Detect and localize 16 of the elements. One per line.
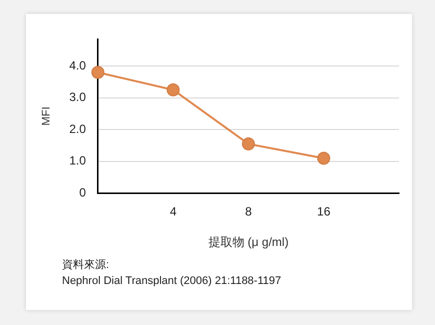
- y-tick-label: 4.0: [69, 58, 86, 72]
- y-tick-label: 1.0: [69, 154, 86, 168]
- text: Nephrol Dial Transplant (2006) 21:1188-1197: [62, 274, 282, 289]
- point: [242, 137, 255, 150]
- point: [317, 152, 330, 165]
- source-note: 資料來源:: [62, 258, 110, 273]
- y-tick-label: 0: [79, 186, 86, 200]
- x-axis-title: 提取物 (μ g/ml): [208, 235, 289, 250]
- y-axis-title: MFI: [40, 106, 53, 126]
- x-tick-label: 4: [170, 204, 177, 219]
- x-tick-label: 8: [245, 204, 252, 219]
- point: [91, 66, 104, 79]
- y-tick-label: 2.0: [69, 122, 86, 136]
- x-tick-label: 16: [317, 204, 331, 219]
- y-tick-label: 3.0: [69, 90, 86, 104]
- point: [166, 83, 180, 96]
